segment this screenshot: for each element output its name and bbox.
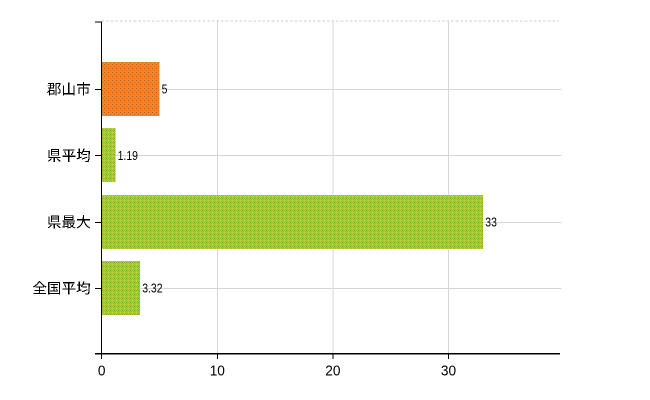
svg-text:0: 0: [98, 362, 106, 379]
svg-text:33: 33: [485, 215, 497, 230]
svg-text:1.19: 1.19: [118, 148, 138, 163]
svg-text:20: 20: [325, 362, 340, 379]
svg-text:3.32: 3.32: [142, 281, 162, 296]
svg-text:5: 5: [162, 82, 168, 97]
svg-text:30: 30: [441, 362, 456, 379]
svg-text:10: 10: [210, 362, 225, 379]
